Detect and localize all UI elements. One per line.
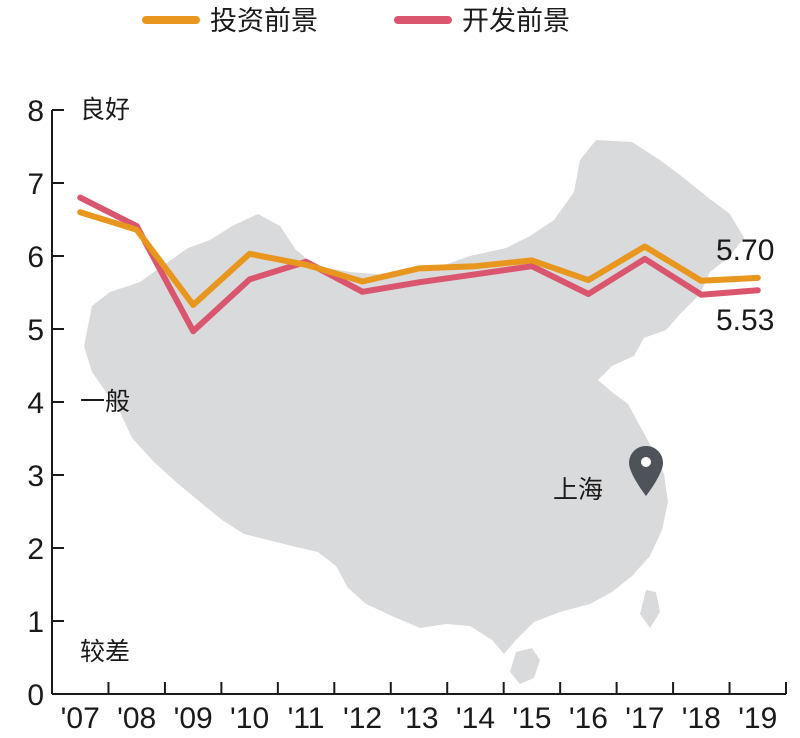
end-label-develop: 5.53	[716, 304, 774, 337]
x-tick-label: '15	[512, 702, 551, 735]
x-tick-label: '18	[682, 702, 721, 735]
y-tick-label: 8	[27, 95, 44, 128]
x-tick-label: '14	[456, 702, 495, 735]
x-tick-label: '16	[569, 702, 608, 735]
china-map-background	[84, 140, 744, 684]
x-ticks: '07 '08 '09 '10 '11 '12 '13 '14 '15 '16 '17 '18 '19	[51, 682, 787, 735]
location-pin-icon	[629, 446, 663, 496]
x-tick-label: '09	[174, 702, 213, 735]
legend-label-invest: 投资前景	[210, 6, 318, 37]
x-tick-label: '11	[288, 702, 325, 735]
quality-label-average: 一般	[80, 387, 130, 416]
x-tick-label: '13	[399, 702, 438, 735]
y-tick-label: 6	[27, 241, 44, 274]
x-tick-label: '12	[343, 702, 382, 735]
x-tick-label: '19	[738, 702, 777, 735]
city-label: 上海	[553, 475, 603, 504]
legend: 投资前景 开发前景	[142, 6, 570, 37]
x-tick-label: '17	[625, 702, 664, 735]
y-tick-label: 1	[27, 606, 44, 639]
series-line-develop	[77, 194, 761, 335]
shanghai-marker: 上海	[553, 446, 663, 504]
end-label-invest: 5.70	[716, 234, 774, 267]
x-tick-label: '07	[61, 702, 100, 735]
y-tick-label: 4	[27, 387, 44, 420]
series-group	[77, 194, 761, 335]
series-line-invest	[77, 209, 761, 308]
quality-label-good: 良好	[80, 95, 130, 124]
y-tick-label: 3	[27, 460, 44, 493]
y-tick-label: 5	[27, 314, 44, 347]
legend-label-develop: 开发前景	[462, 6, 570, 37]
y-tick-label: 0	[27, 679, 44, 712]
y-ticks: 0 1 2 3 4 5 6 7 8	[27, 95, 64, 712]
y-tick-label: 7	[27, 168, 44, 201]
x-tick-label: '10	[230, 702, 269, 735]
location-pin-dot	[641, 457, 651, 467]
x-tick-label: '08	[117, 702, 156, 735]
quality-label-poor: 较差	[80, 637, 130, 666]
y-tick-label: 2	[27, 533, 44, 566]
